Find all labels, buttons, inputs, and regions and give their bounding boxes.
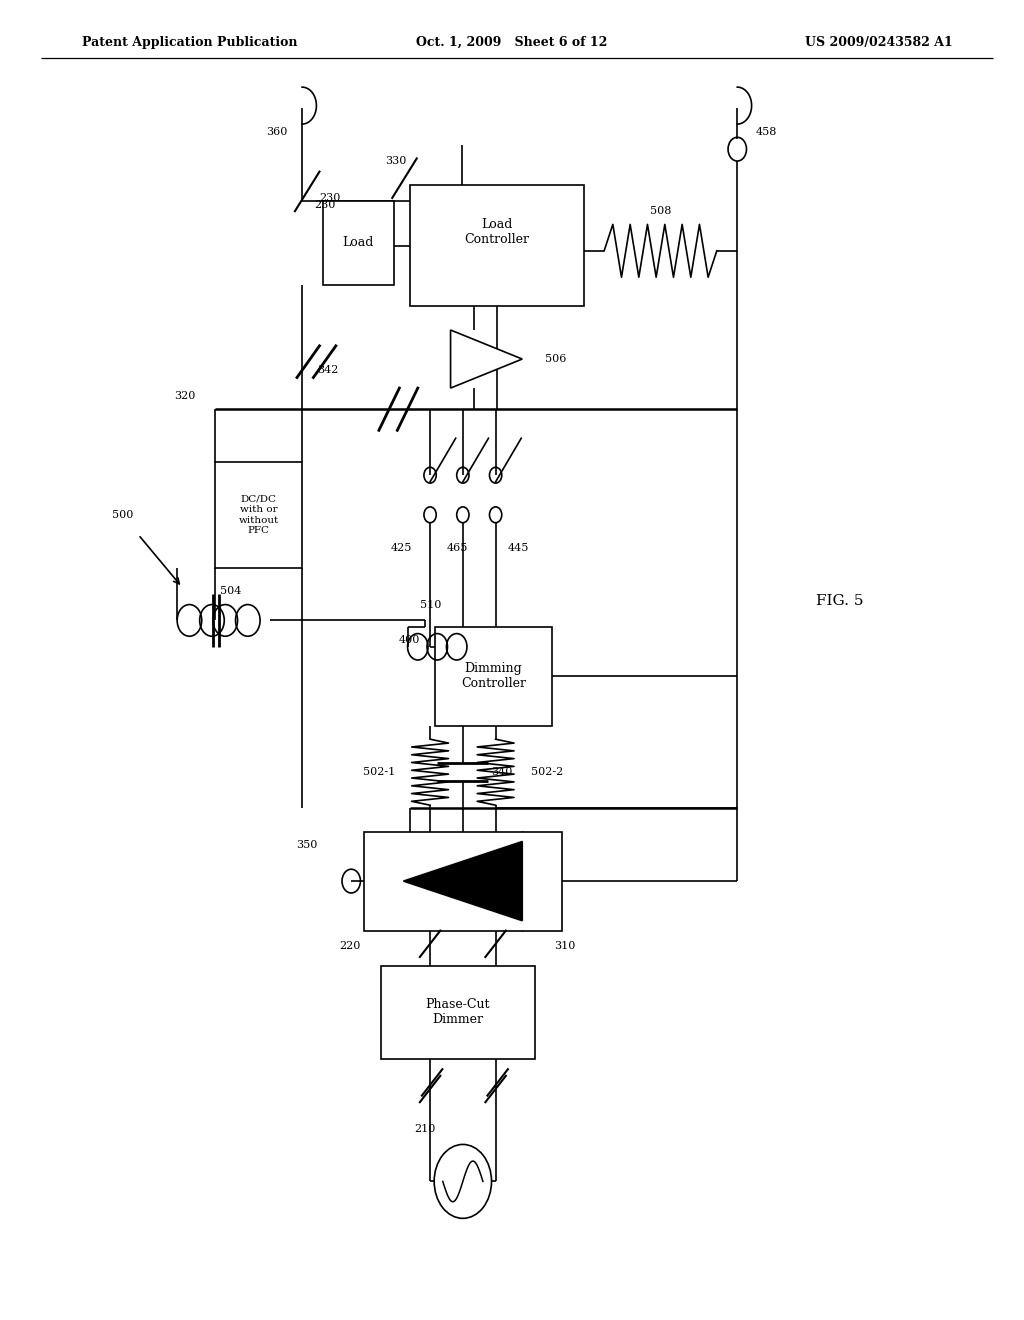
Polygon shape: [403, 842, 522, 921]
Text: 502-1: 502-1: [362, 767, 395, 777]
Text: 320: 320: [174, 391, 195, 401]
Bar: [323, 201, 394, 285]
Text: 502-2: 502-2: [530, 767, 563, 777]
Text: 508: 508: [650, 206, 671, 216]
Text: Dimming
Controller: Dimming Controller: [461, 663, 526, 690]
Bar: [435, 627, 552, 726]
Text: 400: 400: [399, 635, 420, 645]
Text: 500: 500: [113, 510, 133, 520]
Text: 360: 360: [266, 127, 287, 137]
Bar: [364, 832, 562, 931]
Text: Load
Controller: Load Controller: [464, 218, 529, 247]
Polygon shape: [451, 330, 522, 388]
Text: Load: Load: [343, 236, 374, 249]
Text: 510: 510: [421, 599, 441, 610]
Text: 230: 230: [314, 199, 335, 210]
Text: 342: 342: [317, 364, 338, 375]
Text: 445: 445: [508, 543, 528, 553]
Text: Phase-Cut
Dimmer: Phase-Cut Dimmer: [426, 998, 489, 1027]
Text: 210: 210: [415, 1123, 435, 1134]
Text: 465: 465: [447, 543, 468, 553]
Text: Oct. 1, 2009   Sheet 6 of 12: Oct. 1, 2009 Sheet 6 of 12: [417, 36, 607, 49]
Text: 310: 310: [555, 941, 575, 952]
Bar: [215, 462, 302, 568]
Text: FIG. 5: FIG. 5: [816, 594, 863, 607]
Text: 350: 350: [297, 840, 317, 850]
Text: 506: 506: [546, 354, 566, 364]
Text: Patent Application Publication: Patent Application Publication: [82, 36, 297, 49]
Text: 425: 425: [391, 543, 412, 553]
Text: 458: 458: [756, 127, 776, 137]
Text: DC/DC
with or
without
PFC: DC/DC with or without PFC: [239, 495, 279, 535]
Text: 220: 220: [340, 941, 360, 952]
Bar: [381, 966, 535, 1059]
Text: 504: 504: [220, 586, 242, 597]
Bar: [410, 185, 584, 306]
Text: 340: 340: [492, 767, 512, 777]
Text: 230: 230: [319, 193, 340, 203]
Text: US 2009/0243582 A1: US 2009/0243582 A1: [805, 36, 952, 49]
Text: 330: 330: [386, 156, 407, 166]
